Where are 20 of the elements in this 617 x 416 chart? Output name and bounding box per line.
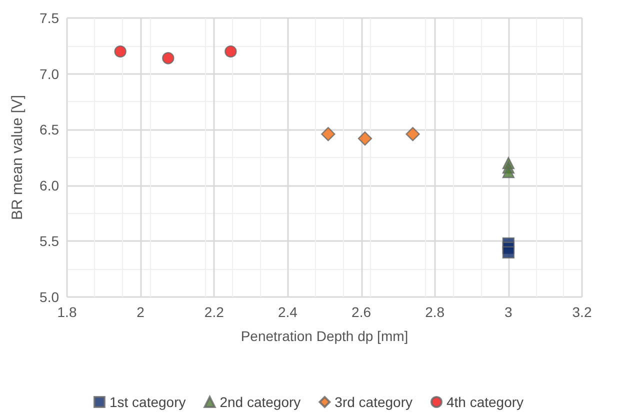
x-tick-label: 2.2: [204, 304, 224, 320]
x-tick-label: 3: [504, 304, 513, 320]
x-tick-label: 2.4: [278, 304, 298, 320]
x-tick-label: 2.6: [352, 304, 372, 320]
y-tick-label: 6.5: [40, 122, 60, 138]
y-tick-label: 5.0: [40, 289, 60, 305]
legend-label: 3rd category: [334, 394, 412, 410]
legend-label: 1st category: [109, 394, 186, 410]
y-tick-label: 7.5: [40, 10, 60, 26]
x-tick-label: 2: [136, 304, 145, 320]
y-tick-label: 7.0: [40, 66, 60, 82]
y-axis-title: BR mean value [V]: [9, 94, 26, 220]
x-tick-label: 2.8: [425, 304, 445, 320]
legend-label: 2nd category: [220, 394, 301, 410]
x-tick-label: 1.8: [57, 304, 77, 320]
x-axis-title: Penetration Depth dp [mm]: [240, 328, 408, 344]
y-tick-label: 5.5: [40, 233, 60, 250]
x-tick-label: 3.2: [572, 304, 592, 320]
legend-label: 4th category: [446, 394, 524, 410]
y-tick-label: 6.0: [40, 177, 60, 194]
